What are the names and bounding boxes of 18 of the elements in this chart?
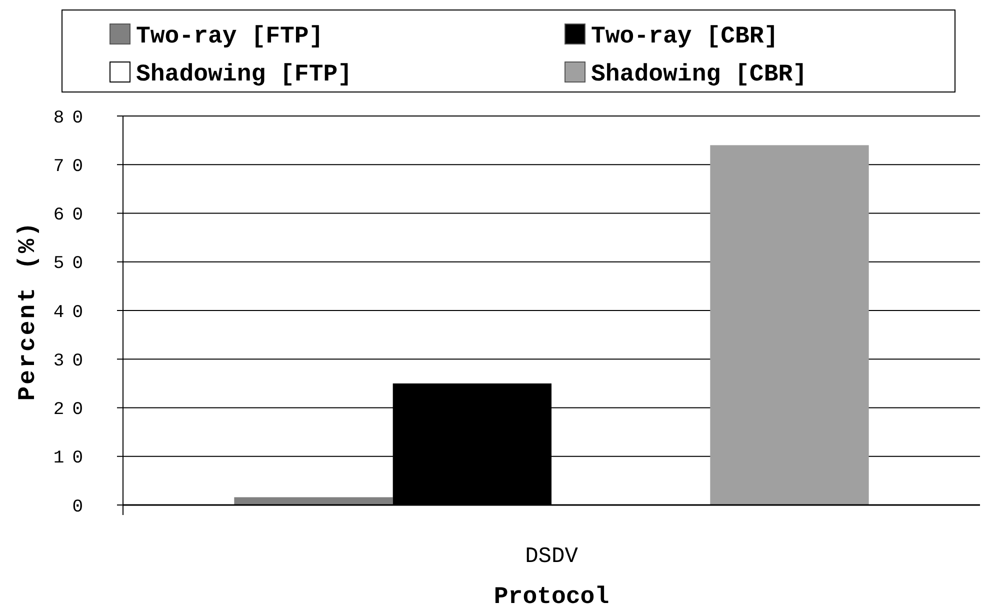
bar (710, 145, 869, 505)
y-tick-label: 30 (53, 351, 91, 372)
legend-label: Shadowing [FTP] (136, 61, 352, 88)
y-tick-label: 50 (53, 254, 91, 274)
y-tick-label: 20 (53, 400, 91, 420)
y-tick-label: 80 (53, 108, 91, 128)
x-tick-label: DSDV (525, 544, 579, 569)
legend-label: Two-ray [FTP] (136, 23, 324, 50)
y-tick-label: 70 (53, 156, 91, 177)
legend-label: Shadowing [CBR] (591, 61, 808, 88)
bar (234, 497, 393, 505)
y-tick-label: 10 (53, 448, 91, 469)
y-tick-label: 0 (72, 497, 91, 518)
legend-label: Two-ray [CBR] (591, 23, 778, 50)
y-tick-label: 40 (53, 302, 91, 323)
y-tick-label: 60 (53, 206, 91, 226)
x-axis-title: Protocol (494, 584, 610, 609)
y-axis-title: Percent (%) (15, 220, 42, 401)
